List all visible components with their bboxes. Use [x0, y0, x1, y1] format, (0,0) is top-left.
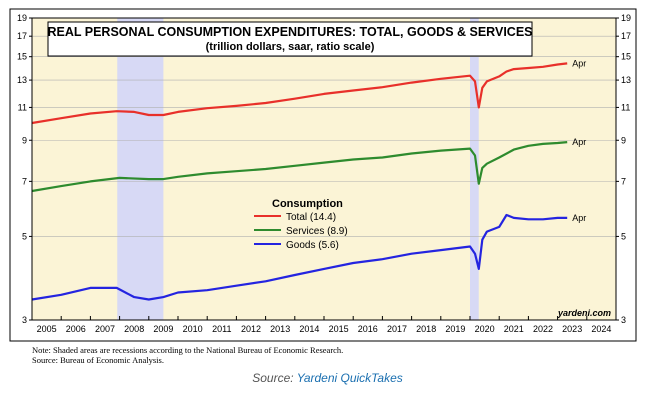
- x-tick-label: 2007: [95, 324, 115, 334]
- y-tick-label: 9: [22, 135, 27, 145]
- chart-subtitle: (trillion dollars, saar, ratio scale): [206, 41, 375, 53]
- x-tick-labels: 2005 2006 2007 2008 2009 2010 2011 2012 2013 2014…: [31, 316, 617, 334]
- legend-title: Consumption: [272, 198, 343, 210]
- x-tick-label: 2018: [416, 324, 436, 334]
- figure-caption: Source: Yardeni QuickTakes: [0, 371, 655, 385]
- end-label-total: Apr: [572, 58, 586, 68]
- x-tick-label: 2024: [591, 324, 611, 334]
- x-tick-label: 2006: [66, 324, 86, 334]
- x-tick-label: 2010: [183, 324, 203, 334]
- x-tick-label: 2017: [387, 324, 407, 334]
- x-tick-label: 2015: [329, 324, 349, 334]
- title-box: [47, 21, 533, 57]
- x-tick-label: 2019: [445, 324, 465, 334]
- y-tick-label: 7: [22, 176, 27, 186]
- y-tick-label: 7: [621, 176, 626, 186]
- legend-label-total: Total (14.4): [286, 212, 336, 223]
- series-lines: [31, 62, 568, 301]
- y-tick-label: 15: [17, 52, 27, 62]
- y-tick-label: 19: [17, 13, 27, 23]
- y-tick-label: 11: [621, 102, 630, 112]
- y-tick-label: 15: [621, 52, 631, 62]
- series-line-goods: [31, 213, 568, 301]
- y-tick-label: 13: [621, 75, 631, 85]
- legend-label-goods: Goods (5.6): [286, 240, 339, 251]
- x-tick-label: 2012: [241, 324, 261, 334]
- y-tick-label: 3: [22, 315, 27, 325]
- x-tick-label: 2023: [562, 324, 582, 334]
- note-recessions: Note: Shaded areas are recessions accord…: [32, 345, 343, 355]
- x-tick-label: 2021: [504, 324, 524, 334]
- recession-band: [117, 18, 164, 320]
- chart-title: REAL PERSONAL CONSUMPTION EXPENDITURES: …: [47, 25, 532, 39]
- recession-band: [470, 18, 479, 320]
- note-source: Source: Bureau of Economic Analysis.: [32, 355, 164, 365]
- y-tick-label: 17: [621, 31, 631, 41]
- y-tick-labels-left: 3 5 7 9 11 13 15 17 19: [17, 13, 27, 325]
- y-tick-label: 9: [621, 135, 626, 145]
- y-tick-labels-right: 3 5 7 9 11 13 15 17 19: [621, 13, 631, 325]
- y-tick-label: 3: [621, 315, 626, 325]
- x-tick-label: 2008: [124, 324, 144, 334]
- y-tick-label: 5: [621, 231, 626, 241]
- x-tick-label: 2016: [358, 324, 378, 334]
- series-line-total: [31, 62, 568, 125]
- recession-shading: [117, 18, 479, 320]
- legend-label-services: Services (8.9): [286, 226, 348, 237]
- y-tick-label: 19: [621, 13, 631, 23]
- y-tick-label: 13: [17, 75, 27, 85]
- x-tick-label: 2020: [475, 324, 495, 334]
- caption-source-link[interactable]: Yardeni QuickTakes: [296, 371, 403, 385]
- x-tick-label: 2005: [37, 324, 57, 334]
- end-label-services: Apr: [572, 137, 586, 147]
- end-label-goods: Apr: [572, 213, 586, 223]
- series-line-services: [31, 141, 568, 193]
- x-tick-label: 2011: [212, 324, 231, 334]
- x-tick-label: 2014: [299, 324, 319, 334]
- legend: Consumption Total (14.4) Services (8.9) …: [254, 198, 348, 251]
- y-tick-label: 11: [18, 102, 27, 112]
- y-tick-label: 5: [22, 231, 27, 241]
- watermark: yardeni.com: [557, 308, 611, 318]
- caption-prefix: Source:: [252, 371, 297, 385]
- x-tick-label: 2022: [533, 324, 553, 334]
- x-tick-label: 2009: [153, 324, 173, 334]
- x-tick-label: 2013: [270, 324, 290, 334]
- y-tick-label: 17: [17, 31, 27, 41]
